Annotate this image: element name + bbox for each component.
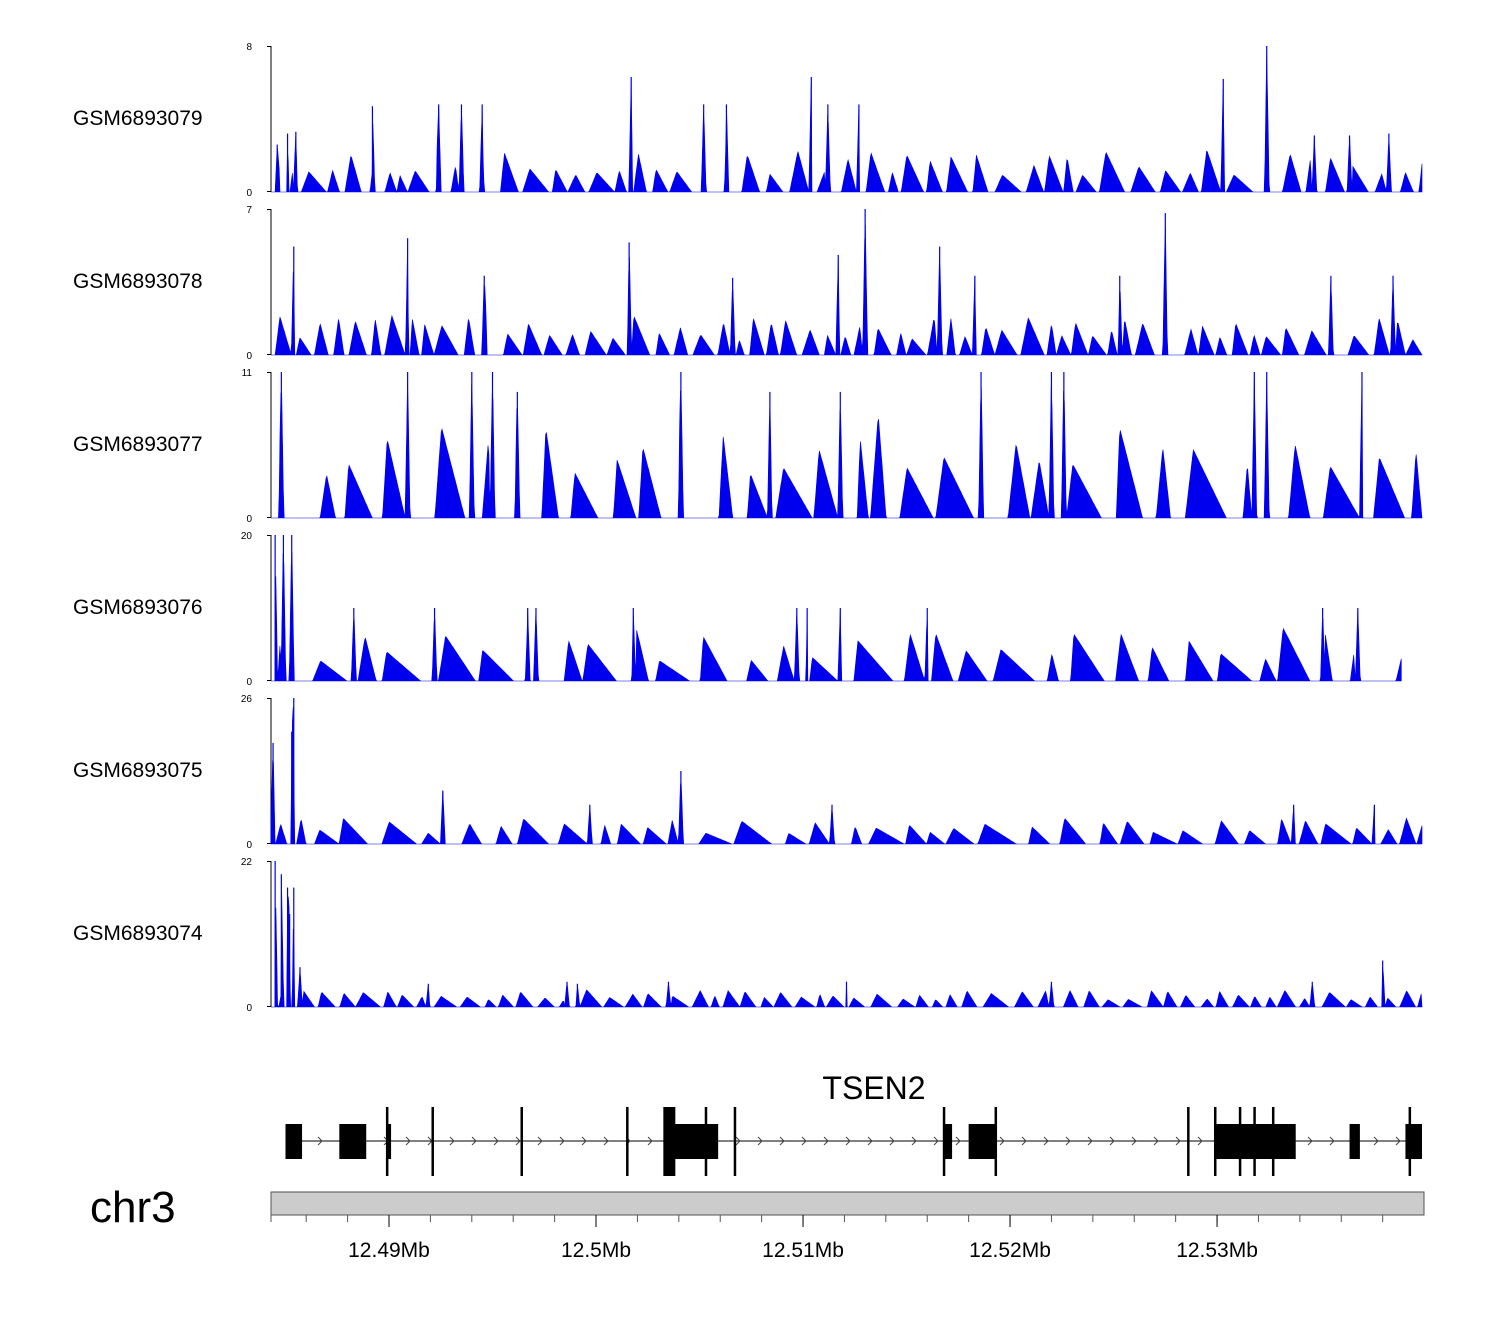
track-label: GSM6893075 xyxy=(73,759,203,782)
gene-feature-marker xyxy=(520,1107,523,1176)
chromosome-label: chr3 xyxy=(90,1183,176,1232)
y-tick-label-max: 22 xyxy=(241,857,253,868)
exon xyxy=(386,1124,392,1159)
strand-arrow xyxy=(1109,1136,1115,1146)
strand-arrow xyxy=(493,1136,499,1146)
gene-feature-marker xyxy=(733,1107,737,1176)
gene-feature-marker xyxy=(994,1107,998,1176)
strand-arrow xyxy=(911,1136,917,1146)
track-label: GSM6893074 xyxy=(73,922,203,945)
strand-arrow xyxy=(1021,1136,1027,1146)
y-tick-label-min: 0 xyxy=(246,1003,252,1014)
track-GSM6893074: GSM6893074 22 0 xyxy=(73,857,1423,1014)
y-tick-label-min: 0 xyxy=(246,514,252,525)
x-tick-label: 12.53Mb xyxy=(1176,1239,1258,1262)
strand-arrow xyxy=(889,1136,895,1146)
strand-arrow xyxy=(1153,1136,1159,1146)
strand-arrow xyxy=(1131,1136,1137,1146)
track-GSM6893075: GSM6893075 26 0 xyxy=(73,694,1423,851)
strand-arrow xyxy=(405,1136,411,1146)
exon xyxy=(1405,1124,1422,1159)
coverage-area xyxy=(271,225,1423,357)
gene-label: TSEN2 xyxy=(822,1070,925,1106)
exon xyxy=(1349,1124,1360,1159)
x-tick-label: 12.51Mb xyxy=(762,1239,844,1262)
strand-arrow xyxy=(1175,1136,1181,1146)
strand-arrow xyxy=(845,1136,851,1146)
strand-arrow xyxy=(1395,1136,1401,1146)
chromosome-axis: chr3 12.49Mb 12.5Mb 12.51Mb 12.52Mb 12.53Mb xyxy=(90,1183,1425,1262)
coverage-area xyxy=(271,551,1402,682)
coverage-area xyxy=(271,54,1423,194)
track-GSM6893078: GSM6893078 7 0 xyxy=(73,205,1423,362)
y-tick-label-max: 7 xyxy=(246,205,252,216)
exon xyxy=(339,1124,367,1159)
strand-arrow xyxy=(1307,1136,1313,1146)
strand-arrow xyxy=(1197,1136,1203,1146)
gene-feature-marker xyxy=(431,1107,434,1176)
y-tick-label-max: 11 xyxy=(242,368,253,379)
strand-arrow xyxy=(1043,1136,1049,1146)
track-GSM6893077: GSM6893077 11 0 xyxy=(73,368,1423,525)
track-GSM6893076: GSM6893076 20 0 xyxy=(73,531,1402,688)
strand-arrow xyxy=(779,1136,785,1146)
strand-arrow xyxy=(603,1136,609,1146)
strand-arrow xyxy=(867,1136,873,1146)
exon xyxy=(1214,1124,1296,1159)
track-label: GSM6893079 xyxy=(73,107,203,130)
y-tick-label-max: 26 xyxy=(241,694,253,705)
track-GSM6893079: GSM6893079 8 0 xyxy=(73,42,1423,199)
strand-arrow xyxy=(955,1136,961,1146)
gene-model-track: TSEN2 xyxy=(285,1070,1422,1176)
strand-arrow xyxy=(647,1136,653,1146)
track-label: GSM6893078 xyxy=(73,270,203,293)
track-label: GSM6893076 xyxy=(73,596,203,619)
y-tick-label-max: 8 xyxy=(246,42,252,53)
strand-arrow xyxy=(757,1136,763,1146)
strand-arrow xyxy=(317,1136,323,1146)
y-tick-label-min: 0 xyxy=(246,840,252,851)
y-tick-label-max: 20 xyxy=(241,531,253,542)
strand-arrow xyxy=(471,1136,477,1146)
gene-feature-marker xyxy=(1187,1107,1190,1176)
x-tick-label: 12.49Mb xyxy=(348,1239,430,1262)
strand-arrow xyxy=(999,1136,1005,1146)
strand-arrow xyxy=(581,1136,587,1146)
strand-arrow xyxy=(537,1136,543,1146)
strand-arrow xyxy=(449,1136,455,1146)
strand-arrow xyxy=(801,1136,807,1146)
x-tick-label: 12.5Mb xyxy=(561,1239,631,1262)
x-tick-label: 12.52Mb xyxy=(969,1239,1051,1262)
coverage-tracks: GSM689307980GSM689307870GSM6893077110GSM… xyxy=(73,42,1423,1014)
y-tick-label-min: 0 xyxy=(246,188,252,199)
strand-arrow xyxy=(1373,1136,1379,1146)
y-tick-label-min: 0 xyxy=(246,677,252,688)
exon xyxy=(285,1124,303,1159)
chromosome-band xyxy=(270,1191,1425,1216)
track-label: GSM6893077 xyxy=(73,433,203,456)
coverage-area xyxy=(270,707,1423,845)
strand-arrow xyxy=(933,1136,939,1146)
exon xyxy=(943,1124,953,1159)
gene-feature-marker xyxy=(626,1107,629,1176)
strand-arrow xyxy=(735,1136,741,1146)
strand-arrow xyxy=(515,1136,521,1146)
y-tick-label-min: 0 xyxy=(246,351,252,362)
strand-arrow xyxy=(1065,1136,1071,1146)
strand-arrow xyxy=(823,1136,829,1146)
strand-arrow xyxy=(559,1136,565,1146)
strand-arrow xyxy=(1329,1136,1335,1146)
exon-cap xyxy=(664,1107,676,1176)
exon xyxy=(968,1124,996,1159)
coverage-area xyxy=(271,374,1423,519)
strand-arrow xyxy=(1087,1136,1093,1146)
